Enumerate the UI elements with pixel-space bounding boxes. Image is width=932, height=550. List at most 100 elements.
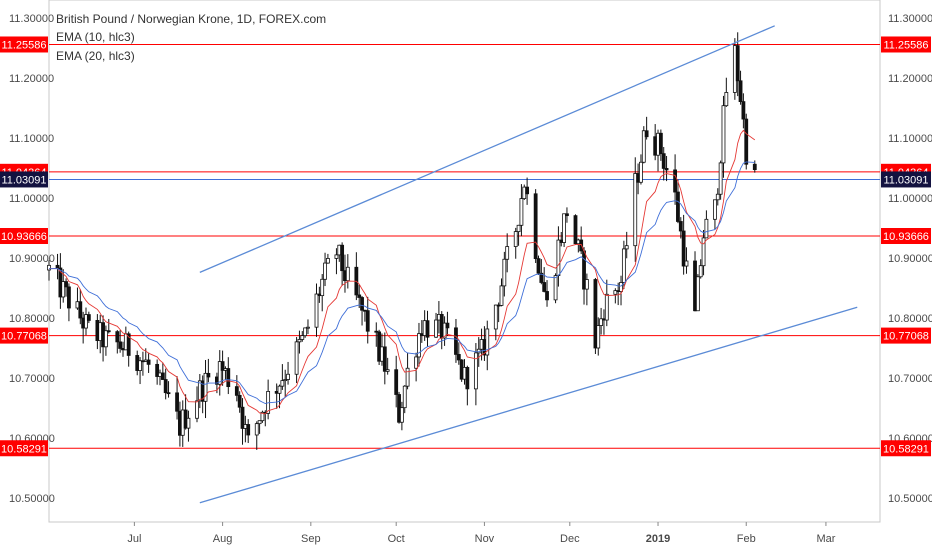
price-tag-right-2	[881, 228, 931, 245]
candle-body-64	[303, 327, 308, 337]
candle-body-42	[217, 361, 222, 385]
candle-body-69	[323, 262, 327, 280]
candle-body-114	[502, 258, 507, 287]
candle-body-71	[334, 254, 339, 259]
y-tick-right-7: 11.20000	[888, 73, 932, 85]
candle-body-120	[525, 186, 530, 195]
y-tick-right-0: 10.50000	[888, 493, 932, 505]
candle-body-153	[658, 132, 663, 155]
candle-body-173	[738, 80, 743, 103]
candle-body-85	[385, 369, 390, 372]
candle-body-31	[175, 392, 179, 412]
trend-line-channel-upper	[199, 25, 775, 273]
candle-body-62	[297, 339, 302, 343]
y-tick-left-3: 10.80000	[9, 313, 55, 325]
candle-body-4	[64, 281, 68, 288]
candle-body-126	[553, 275, 558, 301]
candle-body-50	[246, 424, 251, 436]
candle-body-156	[673, 169, 677, 193]
x-label-4: Nov	[475, 533, 495, 545]
y-tick-right-2: 10.70000	[888, 373, 932, 385]
candle-body-47	[237, 394, 242, 408]
price-tag-right-last	[881, 171, 931, 188]
candle-body-131	[573, 215, 578, 245]
candle-body-110	[485, 328, 490, 356]
candle-body-148	[639, 161, 643, 183]
candle-body-96	[434, 319, 438, 338]
candle-body-9	[84, 314, 88, 329]
candle-body-0	[47, 264, 51, 271]
candle-body-100	[445, 322, 450, 329]
horizontal-levels	[49, 43, 880, 449]
x-label-2: Sep	[301, 533, 321, 545]
candle-body-149	[641, 130, 646, 163]
candle-body-10	[86, 314, 91, 321]
candle-body-45	[226, 368, 231, 388]
candle-body-145	[624, 245, 629, 250]
candle-body-40	[206, 372, 211, 378]
x-label-6: 2019	[646, 533, 670, 545]
candle-body-75	[345, 266, 350, 282]
candle-body-70	[325, 258, 330, 264]
candle-body-158	[678, 221, 683, 232]
price-tag-right-4	[881, 440, 931, 457]
candle-body-127	[556, 239, 561, 277]
price-tag-left-4	[0, 440, 48, 457]
legend-ema-20: EMA (20, hlc3)	[56, 49, 135, 63]
candle-body-116	[513, 231, 518, 247]
candle-body-117	[516, 224, 521, 233]
candle-body-166	[713, 199, 717, 220]
ema-10-line	[48, 129, 756, 415]
candle-body-150	[644, 130, 649, 138]
candle-body-130	[565, 213, 569, 217]
price-tag-right-text-4: 10.58291	[883, 443, 929, 455]
candle-body-123	[539, 272, 544, 283]
candle-body-36	[195, 400, 199, 419]
candle-body-111	[493, 304, 498, 330]
candle-body-7	[78, 301, 83, 319]
candle-body-176	[752, 163, 757, 171]
candle-body-102	[456, 354, 461, 361]
candle-body-101	[454, 327, 458, 355]
candle-body-175	[744, 118, 749, 165]
candle-body-35	[186, 417, 191, 429]
candle-body-137	[596, 325, 601, 349]
candle-body-53	[260, 411, 265, 422]
candle-body-146	[633, 173, 638, 247]
y-tick-left-2: 10.70000	[9, 373, 55, 385]
price-tag-right-text-last: 11.03091	[883, 174, 928, 186]
candle-body-113	[499, 285, 504, 306]
candle-body-115	[505, 246, 510, 260]
x-label-7: Feb	[737, 533, 756, 545]
candle-body-167	[715, 193, 720, 201]
x-label-0: Jul	[127, 533, 141, 545]
candle-body-106	[473, 352, 478, 390]
candle-body-52	[257, 420, 262, 425]
candle-body-174	[741, 101, 746, 120]
candle-body-78	[360, 297, 364, 311]
candle-body-138	[599, 318, 604, 326]
candle-body-68	[320, 278, 325, 297]
candle-body-73	[340, 244, 345, 272]
candle-body-121	[533, 193, 538, 260]
candle-body-155	[664, 168, 669, 171]
candle-body-143	[619, 282, 623, 292]
price-tag-right-text-0: 11.25586	[883, 39, 928, 51]
candle-body-17	[118, 341, 123, 349]
candle-body-122	[536, 258, 541, 274]
candle-body-157	[676, 191, 680, 222]
trend-line-channel-lower	[199, 306, 858, 504]
x-label-3: Oct	[388, 533, 405, 545]
price-tag-left-text-3: 10.77068	[1, 331, 47, 343]
candle-body-63	[300, 335, 305, 340]
ema-20-line	[48, 161, 755, 404]
price-tag-left-last	[0, 171, 48, 188]
candle-body-125	[545, 291, 549, 301]
candle-body-14	[104, 330, 108, 348]
candles	[47, 32, 757, 450]
legend-ema-10: EMA (10, hlc3)	[56, 30, 135, 44]
candle-body-95	[425, 320, 430, 338]
candle-body-118	[519, 198, 524, 226]
candle-body-80	[365, 310, 370, 332]
